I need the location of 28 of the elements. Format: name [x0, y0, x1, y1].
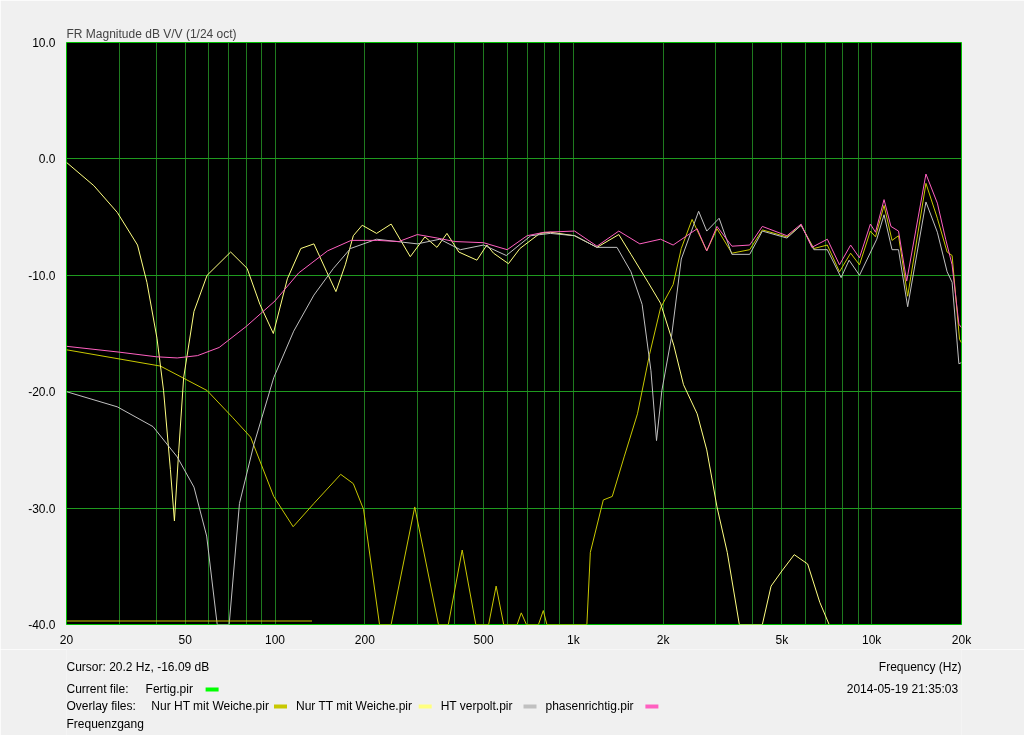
y-tick-label: -10.0 [28, 268, 56, 283]
chart-title: FR Magnitude dB V/V (1/24 oct) [66, 26, 237, 41]
legend-label: phasenrichtig.pir [545, 698, 634, 713]
y-tick-label: -40.0 [28, 618, 56, 632]
text: 2014-05-19 21:35:03 [846, 681, 959, 696]
y-tick-label: 0.0 [38, 152, 56, 167]
x-tick-label: 2k [656, 632, 671, 647]
legend-label: HT verpolt.pir [440, 698, 513, 713]
text: Overlay files: [66, 698, 136, 713]
text: Cursor: 20.2 Hz, -16.09 dB [66, 659, 210, 674]
y-tick-label: -20.0 [28, 385, 56, 400]
legend-label: Fertig.pir [145, 681, 193, 696]
text: Current file: [66, 681, 129, 696]
x-tick-label: 1k [567, 632, 581, 647]
x-tick-label: 200 [354, 632, 376, 647]
y-tick-label: 10.0 [32, 36, 56, 50]
x-tick-label: 10k [862, 632, 883, 647]
x-tick-label: 100 [265, 632, 286, 647]
text: Frequenzgang [66, 716, 144, 731]
x-tick-label: 50 [178, 632, 193, 647]
legend-label: Nur HT mit Weiche.pir [151, 698, 269, 713]
x-axis-title: Frequency (Hz) [878, 659, 962, 674]
x-tick-label: 5k [775, 632, 790, 647]
x-tick-label: 20k [951, 632, 973, 647]
y-tick-label: -30.0 [28, 501, 56, 516]
x-tick-label: 500 [473, 632, 494, 647]
legend-label: Nur TT mit Weiche.pir [296, 698, 413, 713]
x-tick-label: 20 [59, 632, 74, 647]
